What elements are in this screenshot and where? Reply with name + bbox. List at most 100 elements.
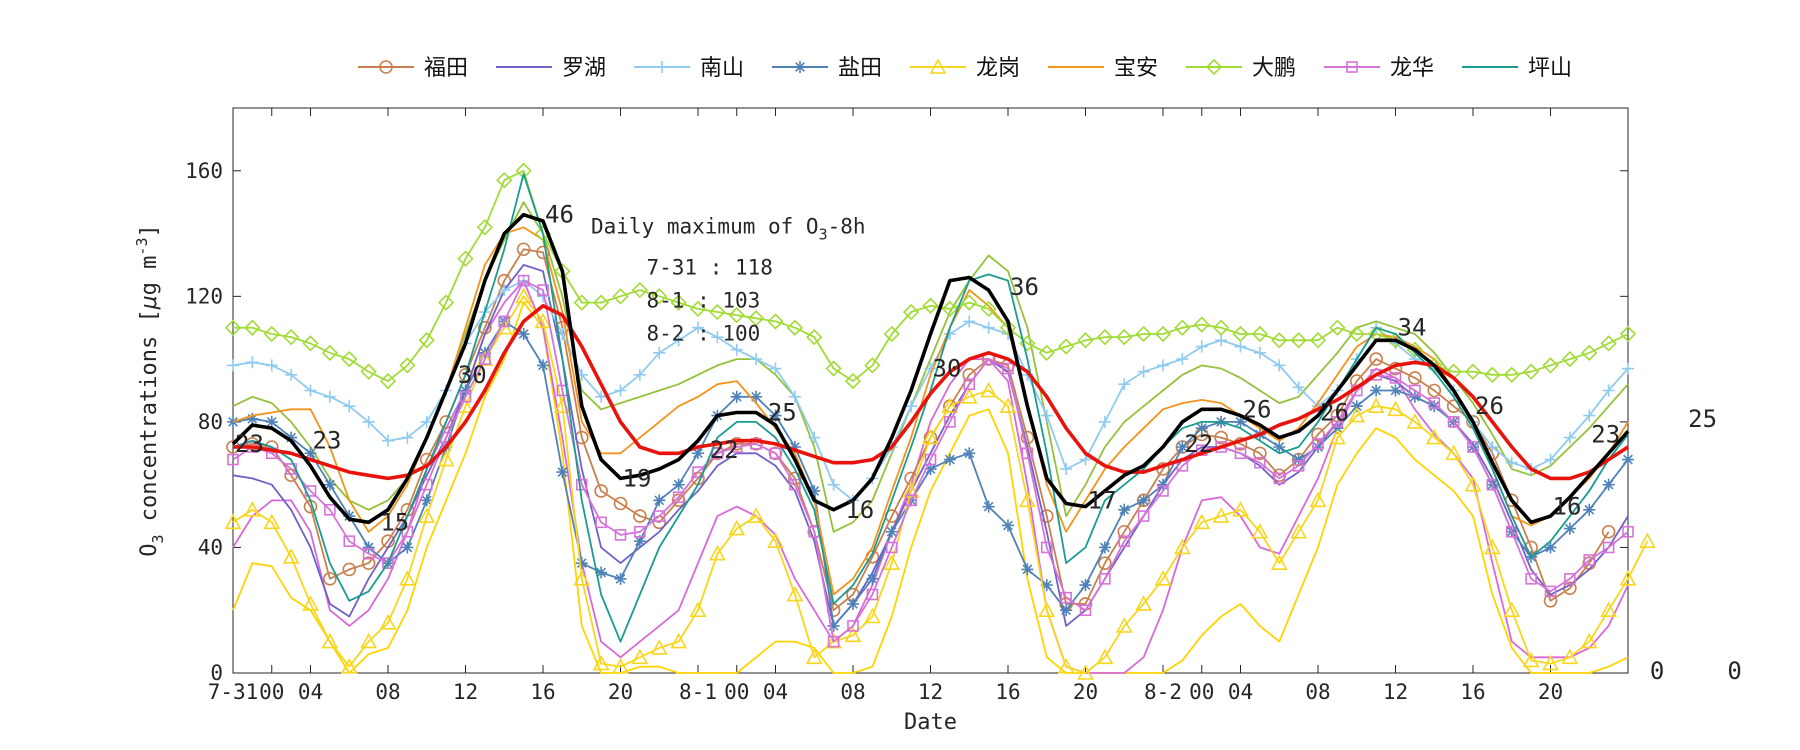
point-label: 22 [1184,430,1213,458]
x-tick-label: 16 [995,680,1020,704]
data-point [224,319,242,336]
data-point [786,319,804,336]
mean-line [231,212,1630,525]
data-point [1205,58,1223,76]
data-point [379,372,397,390]
data-point [844,372,862,390]
data-point [1116,329,1133,346]
y-tick-label: 120 [185,284,223,308]
data-point [459,390,472,403]
data-point [963,378,976,391]
legend-label: 南山 [700,56,744,81]
data-point [929,58,947,74]
data-point [1522,363,1540,380]
data-point [614,572,627,585]
data-point [1019,491,1036,508]
series-坪山 [232,173,1629,643]
axis-labels: Date O3 concentrations [μg m-3] [133,224,957,735]
y-tick-label: 80 [198,410,223,434]
data-point [633,368,646,381]
data-point [457,250,474,267]
data-point [1273,472,1286,485]
legend: 福田 罗湖 南山 盐田 龙岗 宝安 大鹏 龙华 坪山 [358,56,1572,81]
data-point [517,274,530,287]
data-point [1409,384,1421,397]
point-label: 25 [768,398,797,426]
data-point [1176,441,1189,453]
data-point [1154,570,1172,586]
data-point [794,61,806,73]
data-point [1292,453,1305,466]
data-point [1619,570,1637,586]
annotation-title: Daily maximum of O3-8h [591,215,866,244]
data-point [321,632,339,649]
data-point [788,390,801,403]
data-point [1309,332,1327,349]
data-point [1467,441,1479,453]
data-point [1464,363,1482,380]
point-label: 34 [1398,314,1427,342]
data-point [1214,430,1228,445]
data-point [999,319,1017,336]
data-point [768,446,783,461]
data-point [805,648,823,665]
point-label: 17 [1088,486,1117,514]
data-point [612,658,629,674]
data-point [1619,325,1637,343]
data-point [1115,617,1133,633]
data-point [573,570,591,586]
data-point [1232,501,1249,517]
data-point [941,397,959,413]
point-label: 26 [1475,392,1504,420]
data-point [1370,369,1382,381]
data-point [282,329,300,346]
data-point [847,620,859,632]
data-point [302,595,319,611]
data-point [379,60,393,74]
data-point [999,397,1017,413]
data-point [1522,651,1540,668]
legend-label: 盐田 [838,56,882,81]
data-point [534,312,552,329]
data-point [496,172,513,189]
data-point [786,585,804,602]
data-point [1021,563,1034,576]
data-point [592,654,610,671]
data-point [769,447,782,460]
data-point [1193,513,1211,530]
data-point [1602,478,1615,491]
data-point [1290,523,1307,539]
data-point [1079,604,1092,617]
data-point [1270,554,1288,570]
data-point [1234,415,1247,428]
legend-label: 坪山 [1528,56,1572,81]
y-tick-label: 0 [210,661,223,685]
data-point [246,356,259,369]
x-tick-label: 20 [1073,680,1098,704]
data-point [1369,352,1383,366]
data-point [1544,541,1557,554]
data-point [1387,400,1404,417]
data-point [963,315,976,328]
data-point [1348,406,1366,423]
data-point [595,390,608,403]
data-point [1273,359,1286,372]
data-point [883,325,900,343]
point-label: 23 [313,427,342,455]
data-point [769,409,782,422]
annotation-entry: 8-2 : 100 [647,321,761,345]
data-point [498,315,511,328]
data-point [420,478,433,491]
data-point [1117,524,1132,539]
data-point [437,294,455,311]
data-point [808,484,821,497]
data-point [343,535,356,547]
data-point [575,557,588,570]
data-point [341,350,358,368]
data-point [1254,456,1266,469]
data-point [420,415,433,428]
data-point [420,494,433,507]
data-point [323,572,337,586]
data-point [343,400,356,413]
data-point [1234,340,1247,353]
